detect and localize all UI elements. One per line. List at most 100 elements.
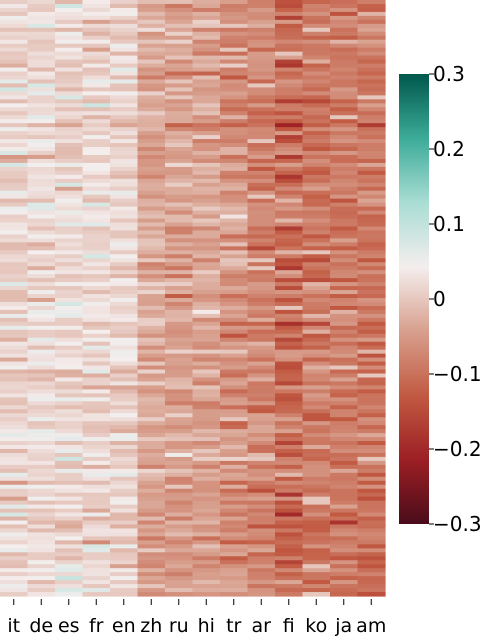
heatmap-cell (220, 111, 249, 116)
heatmap-cell (165, 298, 194, 303)
heatmap-cell (275, 377, 304, 383)
heatmap-cell (275, 202, 304, 208)
heatmap-cell (357, 528, 386, 534)
heatmap-cell (27, 95, 56, 100)
heatmap-cell (165, 452, 194, 458)
heatmap-cell (220, 484, 249, 490)
heatmap-cell (27, 464, 56, 470)
heatmap-cell (192, 274, 221, 279)
heatmap-cell (275, 135, 304, 140)
heatmap-cell (220, 278, 249, 283)
heatmap-cell (137, 3, 166, 9)
heatmap-cell (55, 560, 84, 565)
heatmap-cell (110, 162, 139, 168)
heatmap-cell (302, 135, 331, 140)
heatmap-cell (55, 341, 84, 347)
heatmap-cell (0, 532, 29, 537)
heatmap-cell (192, 154, 221, 160)
heatmap-cell (137, 39, 166, 45)
heatmap-cell (247, 309, 276, 315)
heatmap-cell (82, 31, 111, 37)
heatmap-cell (330, 51, 359, 57)
heatmap-cell (302, 154, 331, 160)
heatmap-cell (357, 143, 386, 148)
heatmap-cell (137, 107, 166, 112)
heatmap-cell (55, 298, 84, 303)
heatmap-cell (82, 572, 111, 577)
heatmap-cell (27, 353, 56, 359)
heatmap-cell (247, 202, 276, 208)
heatmap-cell (137, 520, 166, 526)
heatmap-cell (302, 87, 331, 92)
heatmap-cell (275, 83, 304, 89)
heatmap-cell (110, 294, 139, 299)
heatmap-cell (275, 170, 304, 176)
heatmap-cell (275, 258, 304, 263)
heatmap-cell (82, 75, 111, 81)
heatmap-cell (110, 135, 139, 140)
heatmap-cell (82, 337, 111, 343)
heatmap-cell (220, 107, 249, 112)
heatmap-cell (27, 7, 56, 13)
heatmap-cell (220, 19, 249, 25)
heatmap-cell (357, 166, 386, 172)
heatmap-cell (0, 103, 29, 108)
heatmap-cell (0, 71, 29, 77)
heatmap-cell (275, 59, 304, 65)
heatmap-cell (55, 43, 84, 49)
heatmap-cell (82, 429, 111, 434)
heatmap-cell (137, 190, 166, 196)
heatmap-cell (192, 508, 221, 514)
heatmap-cell (27, 321, 56, 327)
heatmap-cell (110, 528, 139, 534)
heatmap-cell (302, 460, 331, 466)
heatmap-cell (275, 536, 304, 541)
heatmap-cell (357, 59, 386, 65)
heatmap-cell (247, 119, 276, 124)
heatmap-cell (330, 417, 359, 422)
heatmap-cell (0, 496, 29, 502)
heatmap-cell (110, 0, 139, 5)
heatmap-cell (247, 262, 276, 267)
heatmap-cell (0, 560, 29, 565)
heatmap-cell (192, 55, 221, 61)
heatmap-cell (302, 218, 331, 224)
heatmap-cell (220, 345, 249, 351)
heatmap-cell (0, 345, 29, 351)
heatmap-cell (165, 357, 194, 363)
heatmap-cell (27, 532, 56, 537)
heatmap-cell (302, 480, 331, 486)
heatmap-cell (165, 508, 194, 514)
heatmap-cell (55, 0, 84, 5)
heatmap-cell (330, 425, 359, 430)
heatmap-cell (302, 564, 331, 569)
heatmap-cell (192, 572, 221, 577)
heatmap-cell (55, 234, 84, 239)
heatmap-cell (82, 270, 111, 275)
heatmap-cell (137, 115, 166, 120)
heatmap-cell (110, 576, 139, 581)
heatmap-cell (27, 584, 56, 589)
heatmap-cell (165, 107, 194, 112)
heatmap-cell (0, 429, 29, 434)
colorbar: 0.30.20.10−0.1−0.2−0.3 (399, 62, 482, 536)
heatmap-cell (247, 508, 276, 514)
heatmap-cell (165, 154, 194, 160)
heatmap-cell (192, 588, 221, 593)
heatmap-cell (247, 472, 276, 478)
heatmap-cell (110, 369, 139, 375)
heatmap-cell (357, 190, 386, 196)
heatmap-cell (110, 588, 139, 593)
heatmap-cell (110, 250, 139, 255)
heatmap-cell (165, 266, 194, 271)
heatmap-cell (330, 385, 359, 390)
heatmap-cell (0, 592, 29, 597)
heatmap-cell (247, 290, 276, 295)
heatmap-cell (330, 67, 359, 73)
heatmap-cell (137, 238, 166, 243)
x-tick-label-de: de (29, 615, 53, 637)
heatmap-cell (302, 7, 331, 13)
heatmap-cell (82, 27, 111, 33)
heatmap-cell (165, 242, 194, 247)
